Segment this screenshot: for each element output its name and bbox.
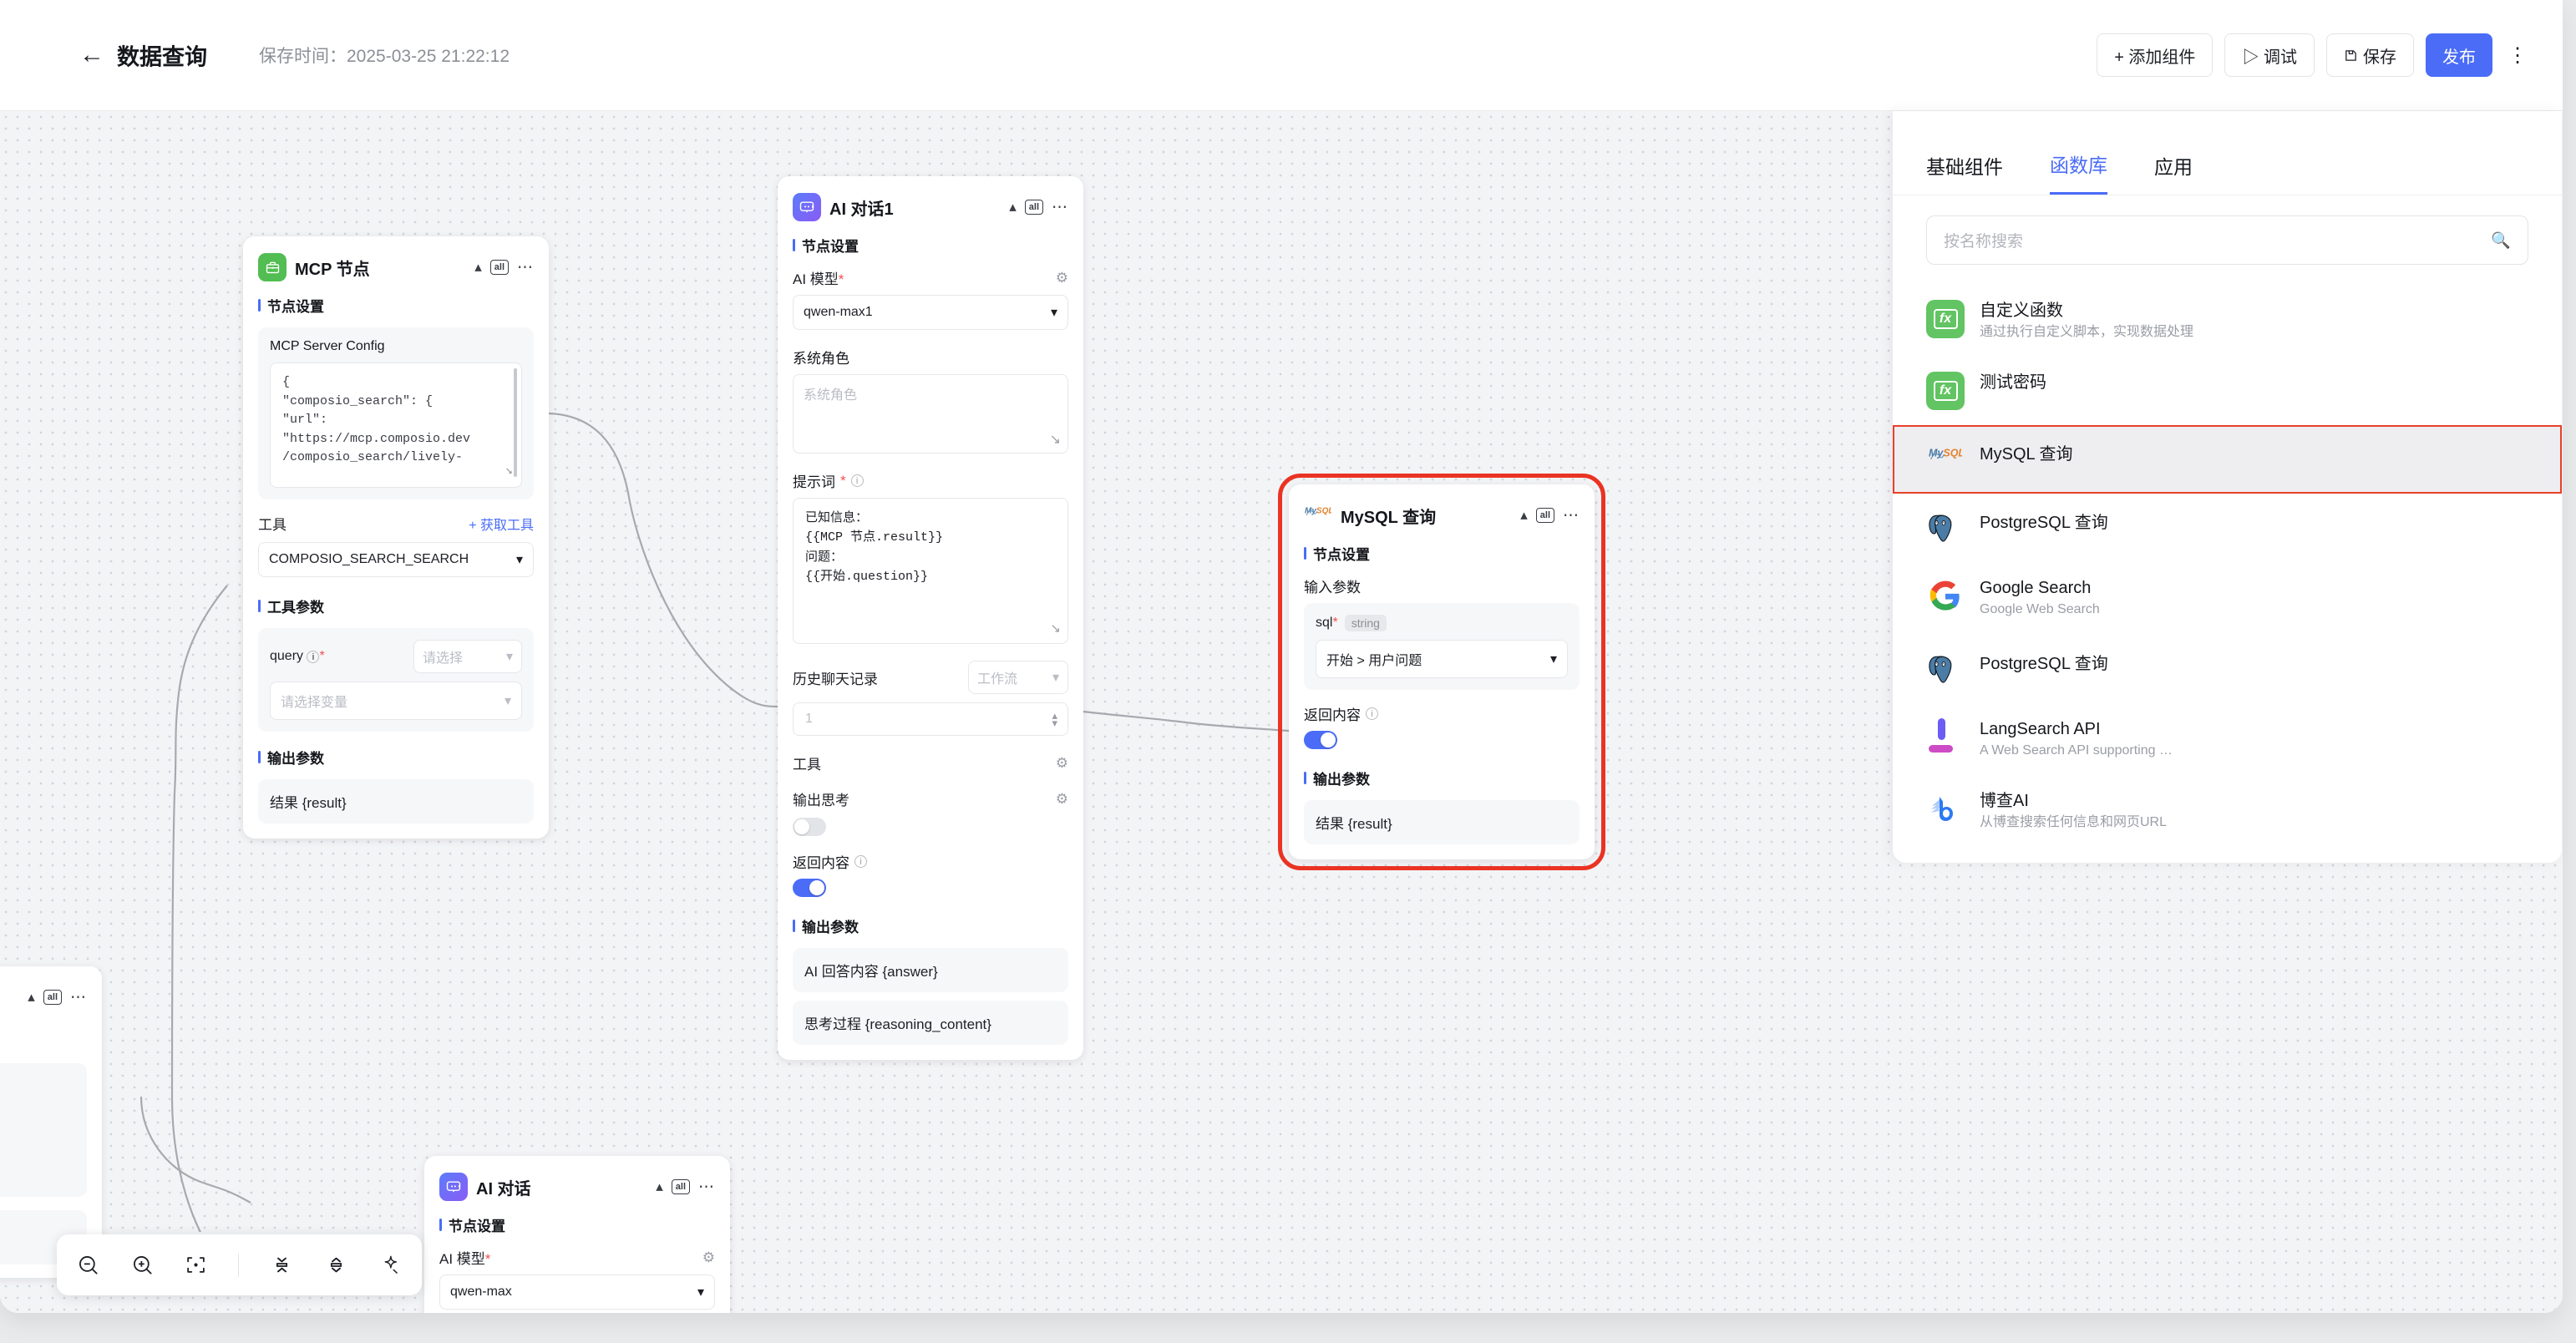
svg-text:MySQL: MySQL bbox=[1305, 506, 1331, 515]
svg-text:MySQL: MySQL bbox=[1929, 448, 1962, 459]
